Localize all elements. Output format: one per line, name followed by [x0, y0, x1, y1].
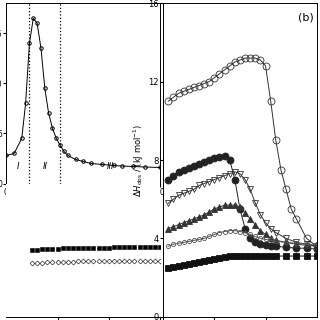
Text: (b): (b) [298, 12, 314, 23]
Text: III: III [106, 163, 114, 172]
Y-axis label: $\Delta H_{\rm obs}$ / (kJ mol$^{-1}$): $\Delta H_{\rm obs}$ / (kJ mol$^{-1}$) [131, 124, 146, 196]
Text: II: II [42, 163, 47, 172]
Text: I: I [17, 163, 19, 172]
